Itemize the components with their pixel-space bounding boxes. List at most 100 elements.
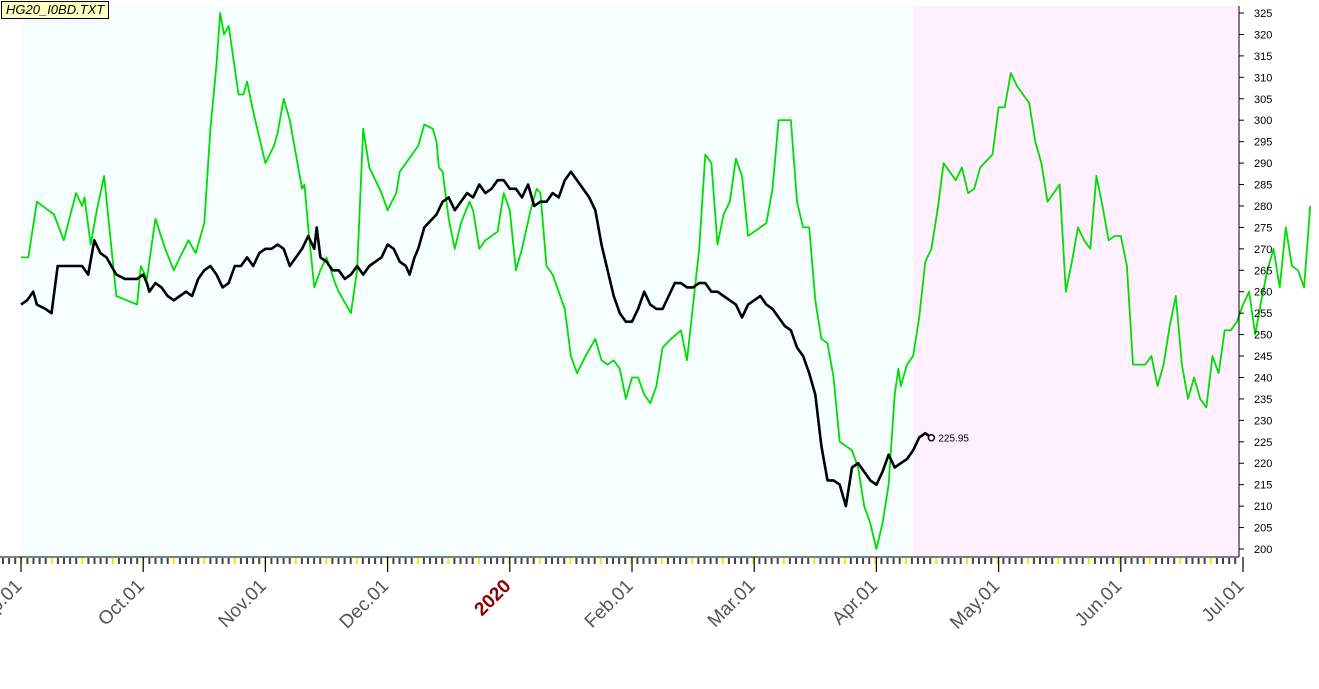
- x-minor-tick: [124, 558, 126, 564]
- x-minor-tick: [117, 558, 120, 564]
- background-region-1: [913, 6, 1239, 557]
- series-line-1: [20, 170, 933, 508]
- x-minor-tick: [490, 558, 492, 564]
- last-value-marker: 225.95: [927, 433, 969, 445]
- x-minor-tick: [172, 558, 175, 564]
- x-minor-tick: [1173, 558, 1176, 564]
- x-minor-tick: [75, 558, 78, 564]
- x-minor-tick: [63, 558, 65, 564]
- x-minor-tick: [520, 558, 523, 564]
- x-minor-tick: [679, 558, 682, 564]
- x-minor-tick: [917, 558, 919, 564]
- last-value-dot: [927, 433, 936, 442]
- x-minor-tick: [874, 558, 877, 564]
- x-minor-tick: [740, 558, 743, 564]
- x-minor-tick: [886, 558, 889, 564]
- x-minor-tick: [148, 558, 151, 564]
- y-tick-240: 240: [1239, 372, 1272, 384]
- y-tick-200: 200: [1239, 544, 1272, 556]
- x-minor-tick: [984, 558, 987, 564]
- x-minor-tick: [111, 558, 114, 564]
- y-tick-260: 260: [1239, 287, 1272, 299]
- x-label-3: Dec.01: [336, 576, 393, 633]
- x-minor-tick: [953, 558, 956, 564]
- y-tick-label: 280: [1254, 201, 1272, 213]
- y-tick-label: 285: [1254, 180, 1272, 192]
- y-tick-label: 275: [1254, 222, 1272, 234]
- x-minor-tick: [514, 558, 517, 564]
- x-minor-tick: [1069, 558, 1072, 564]
- x-minor-tick: [300, 558, 303, 564]
- x-minor-tick: [1075, 558, 1078, 564]
- x-minor-tick: [307, 558, 309, 564]
- chart-background-regions: [21, 6, 1239, 557]
- y-tick-290: 290: [1239, 158, 1272, 170]
- x-minor-tick: [721, 558, 724, 564]
- y-tick-270: 270: [1239, 244, 1272, 256]
- x-minor-tick: [441, 558, 444, 564]
- x-minor-tick: [50, 558, 53, 564]
- last-value-label: 225.95: [938, 434, 969, 445]
- x-minor-tick: [398, 558, 401, 564]
- y-tick-label: 270: [1254, 244, 1272, 256]
- x-minor-tick: [380, 558, 383, 564]
- x-minor-tick: [557, 558, 560, 564]
- x-minor-tick: [691, 558, 694, 564]
- x-minor-tick: [331, 558, 334, 564]
- x-minor-tick: [185, 558, 187, 564]
- x-minor-tick: [703, 558, 706, 564]
- y-tick-label: 210: [1254, 501, 1272, 513]
- x-minor-tick: [1222, 558, 1224, 564]
- x-minor-tick: [81, 558, 84, 564]
- x-minor-tick: [898, 558, 901, 564]
- y-tick-label: 305: [1254, 94, 1272, 106]
- x-minor-tick: [581, 558, 584, 564]
- x-minor-tick: [252, 558, 255, 564]
- x-minor-tick: [1136, 558, 1139, 564]
- x-minor-tick: [404, 558, 407, 564]
- x-minor-tick: [715, 558, 718, 564]
- x-minor-tick: [685, 558, 688, 564]
- x-minor-tick: [612, 558, 614, 564]
- y-axis: 200 205 210 215 220 225 230 235 240 245 250 255 260 2…: [1238, 6, 1272, 557]
- x-minor-tick: [483, 558, 486, 564]
- x-label-1: Oct.01: [94, 576, 148, 630]
- x-minor-tick: [538, 558, 541, 564]
- x-minor-tick: [465, 558, 468, 564]
- x-minor-tick: [941, 558, 944, 564]
- x-minor-tick: [1215, 558, 1218, 564]
- y-tick-label: 265: [1254, 265, 1272, 277]
- x-minor-tick: [453, 558, 456, 564]
- x-minor-tick: [1039, 558, 1041, 564]
- x-minor-tick: [191, 558, 194, 564]
- x-label-7: Apr.01: [828, 576, 882, 630]
- y-tick-310: 310: [1239, 72, 1272, 84]
- x-minor-tick: [697, 558, 700, 564]
- y-tick-label: 205: [1254, 523, 1272, 535]
- x-minor-tick: [660, 558, 663, 564]
- x-minor-tick: [203, 558, 206, 564]
- x-minor-tick: [1228, 558, 1231, 564]
- x-minor-tick: [429, 558, 431, 564]
- y-tick-280: 280: [1239, 201, 1272, 213]
- x-minor-tick: [904, 558, 907, 564]
- x-minor-tick: [752, 558, 755, 564]
- x-minor-tick: [99, 558, 102, 564]
- x-minor-tick: [1093, 558, 1096, 564]
- x-minor-tick: [105, 558, 108, 564]
- x-axis: Sep.01 Oct.01 Nov.01 Dec.01 2020 Feb.01 Mar.01…: [0, 556, 1249, 634]
- x-minor-tick: [69, 558, 72, 564]
- x-minor-tick: [239, 558, 242, 564]
- y-tick-255: 255: [1239, 308, 1272, 320]
- x-minor-tick: [325, 558, 328, 564]
- x-minor-tick: [624, 558, 627, 564]
- background-region-0: [21, 6, 914, 557]
- x-minor-tick: [569, 558, 572, 564]
- x-minor-tick: [93, 558, 96, 564]
- x-minor-tick: [1106, 558, 1109, 564]
- x-label-2: Nov.01: [215, 576, 271, 632]
- series-layer: [20, 12, 1312, 550]
- x-minor-tick: [1197, 558, 1200, 564]
- x-minor-tick: [666, 558, 669, 564]
